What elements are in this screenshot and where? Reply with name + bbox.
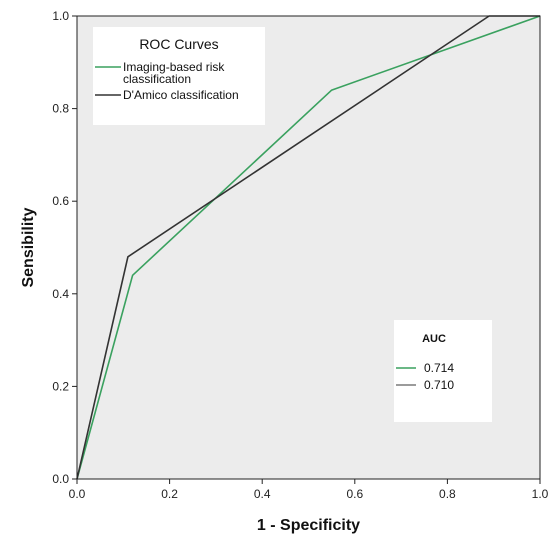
legend-title: ROC Curves — [139, 36, 218, 52]
auc-value-2: 0.710 — [424, 378, 454, 392]
auc-value-1: 0.714 — [424, 361, 454, 375]
series-line-1 — [76, 15, 541, 480]
auc-box-background — [394, 320, 492, 422]
x-tick-label: 0.4 — [254, 487, 271, 501]
legend-label-2: D'Amico classification — [123, 88, 239, 102]
y-tick-label: 1.0 — [52, 9, 69, 23]
x-tick-label: 0.6 — [346, 487, 363, 501]
legend-label-1: classification — [123, 72, 191, 86]
x-axis: 0.0 0.2 0.4 0.6 0.8 1.0 — [69, 479, 549, 501]
plot-frame — [76, 15, 541, 480]
y-tick-label: 0.2 — [52, 379, 69, 393]
legend-label-1: Imaging-based risk — [123, 60, 225, 74]
x-tick-label: 0.0 — [69, 487, 86, 501]
auc-title: AUC — [422, 333, 446, 345]
legend: ROC Curves Imaging-based riskclassificat… — [93, 27, 265, 125]
y-axis: 0.0 0.2 0.4 0.6 0.8 1.0 — [52, 9, 77, 486]
x-tick-label: 1.0 — [532, 487, 549, 501]
y-tick-label: 0.8 — [52, 102, 69, 116]
y-tick-label: 0.0 — [52, 472, 69, 486]
x-axis-title: 1 - Specificity — [257, 517, 360, 534]
auc-box: AUC 0.714 0.710 — [394, 320, 492, 422]
x-tick-label: 0.2 — [161, 487, 178, 501]
y-tick-label: 0.4 — [52, 287, 69, 301]
legend-box — [93, 27, 265, 125]
y-tick-label: 0.6 — [52, 194, 69, 208]
y-axis-title: Sensibility — [20, 207, 37, 287]
x-tick-label: 0.8 — [439, 487, 456, 501]
